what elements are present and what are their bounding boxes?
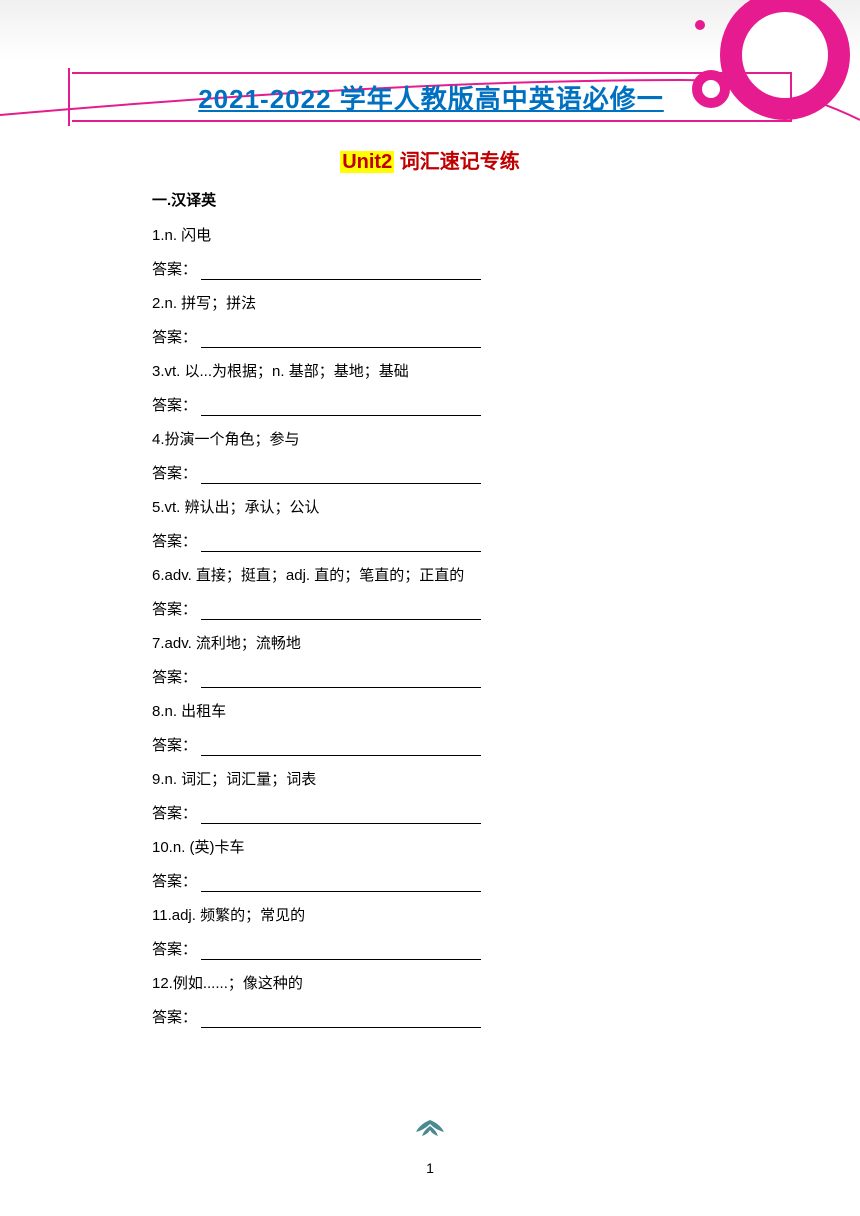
answer-blank	[201, 672, 481, 688]
subtitle-text: 词汇速记专练	[394, 151, 520, 173]
answer-line: 答案：	[152, 1007, 712, 1028]
question-item: 9.n. 词汇；词汇量；词表	[152, 769, 712, 790]
answer-line: 答案：	[152, 803, 712, 824]
worksheet-content: 一.汉译英 1.n. 闪电答案：2.n. 拼写；拼法答案：3.vt. 以...为…	[152, 190, 712, 1041]
answer-label: 答案：	[152, 533, 197, 550]
answer-line: 答案：	[152, 939, 712, 960]
answer-blank	[201, 400, 481, 416]
answer-label: 答案：	[152, 669, 197, 686]
answer-line: 答案：	[152, 667, 712, 688]
answer-label: 答案：	[152, 261, 197, 278]
answer-label: 答案：	[152, 397, 197, 414]
section-heading: 一.汉译英	[152, 190, 712, 211]
answer-line: 答案：	[152, 735, 712, 756]
question-item: 7.adv. 流利地；流畅地	[152, 633, 712, 654]
answer-line: 答案：	[152, 395, 712, 416]
question-item: 8.n. 出租车	[152, 701, 712, 722]
page-number: 1	[0, 1160, 860, 1176]
answer-blank	[201, 1012, 481, 1028]
answer-line: 答案：	[152, 599, 712, 620]
questions-list: 1.n. 闪电答案：2.n. 拼写；拼法答案：3.vt. 以...为根据；n. …	[152, 225, 712, 1028]
question-item: 2.n. 拼写；拼法	[152, 293, 712, 314]
question-item: 6.adv. 直接；挺直；adj. 直的；笔直的；正直的	[152, 565, 712, 586]
question-item: 5.vt. 辨认出；承认；公认	[152, 497, 712, 518]
answer-label: 答案：	[152, 465, 197, 482]
answer-blank	[201, 808, 481, 824]
subtitle-unit: Unit2	[340, 151, 394, 173]
title-frame: 2021-2022 学年人教版高中英语必修一	[72, 72, 792, 122]
answer-line: 答案：	[152, 327, 712, 348]
question-item: 11.adj. 频繁的；常见的	[152, 905, 712, 926]
answer-label: 答案：	[152, 329, 197, 346]
answer-blank	[201, 468, 481, 484]
question-item: 3.vt. 以...为根据；n. 基部；基地；基础	[152, 361, 712, 382]
question-item: 10.n. (英)卡车	[152, 837, 712, 858]
footer-ornament	[0, 1116, 860, 1146]
decoration-circle-dot	[695, 20, 705, 30]
question-item: 4.扮演一个角色；参与	[152, 429, 712, 450]
answer-line: 答案：	[152, 259, 712, 280]
answer-blank	[201, 740, 481, 756]
answer-blank	[201, 536, 481, 552]
question-item: 1.n. 闪电	[152, 225, 712, 246]
answer-line: 答案：	[152, 463, 712, 484]
answer-line: 答案：	[152, 871, 712, 892]
answer-label: 答案：	[152, 805, 197, 822]
answer-label: 答案：	[152, 601, 197, 618]
answer-blank	[201, 332, 481, 348]
question-item: 12.例如......；像这种的	[152, 973, 712, 994]
answer-label: 答案：	[152, 873, 197, 890]
answer-blank	[201, 876, 481, 892]
answer-blank	[201, 944, 481, 960]
answer-label: 答案：	[152, 1009, 197, 1026]
subtitle: Unit2 词汇速记专练	[0, 145, 860, 174]
answer-line: 答案：	[152, 531, 712, 552]
answer-label: 答案：	[152, 941, 197, 958]
answer-blank	[201, 264, 481, 280]
answer-blank	[201, 604, 481, 620]
answer-label: 答案：	[152, 737, 197, 754]
leaf-icon	[410, 1116, 450, 1146]
page-title: 2021-2022 学年人教版高中英语必修一	[198, 79, 664, 116]
